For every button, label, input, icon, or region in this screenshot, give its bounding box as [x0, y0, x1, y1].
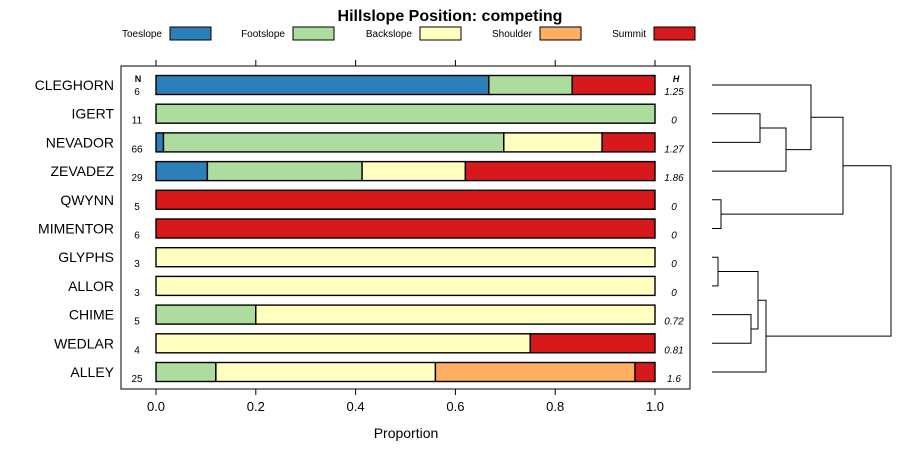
bar-segment-alley-backslope: [215, 361, 437, 383]
dendro-link-ab: [721, 116, 844, 215]
bar-segment-nevador-backslope: [503, 132, 603, 153]
bar-segment-alley-summit: [634, 361, 656, 383]
bar-segment-zevadez-backslope: [361, 160, 467, 182]
h-column-header: H: [673, 74, 680, 84]
bar-segment-zevadez-footslope: [206, 160, 363, 182]
dendro-link-c3: [718, 271, 759, 330]
n-value-allor: 3: [134, 288, 140, 299]
n-value-cleghorn: 6: [134, 87, 140, 98]
n-value-igert: 11: [132, 116, 143, 127]
h-value-mimentor: 0: [671, 231, 677, 242]
bar-segment-chime-backslope: [255, 304, 656, 325]
row-label-alley: ALLEY: [70, 364, 114, 380]
bar-segment-nevador-footslope: [162, 132, 505, 153]
bar-segment-alley-footslope: [155, 361, 217, 383]
n-value-glyphs: 3: [134, 259, 140, 270]
bar-segment-alley-shoulder: [434, 361, 636, 383]
bar-segment-cleghorn-summit: [571, 74, 656, 96]
h-value-wedlar: 0.81: [664, 345, 683, 356]
bar-segment-wedlar-backslope: [155, 333, 531, 354]
legend-swatch-footslope: [292, 26, 335, 41]
bar-segment-nevador-summit: [601, 132, 656, 153]
dendrogram: [712, 84, 892, 373]
h-value-zevadez: 1.86: [664, 173, 684, 184]
legend: Toeslope Footslope Backslope Shoulder Summit: [122, 26, 696, 41]
dendro-link-glyphs-allor: [712, 256, 719, 287]
row-label-allor: ALLOR: [68, 278, 114, 294]
plot-frame: [120, 65, 691, 390]
h-value-qwynn: 0: [671, 202, 677, 213]
n-column-header: N: [135, 74, 142, 84]
legend-label-backslope: Backslope: [366, 29, 413, 40]
legend-label-shoulder: Shoulder: [492, 29, 533, 40]
legend-swatch-backslope: [419, 26, 462, 41]
legend-label-toeslope: Toeslope: [122, 29, 162, 40]
dendro-link-zevadez: [712, 127, 787, 172]
row-label-cleghorn: CLEGHORN: [35, 77, 114, 93]
n-value-zevadez: 29: [131, 173, 143, 184]
dendro-link-qwynn-mimentor: [712, 199, 722, 229]
dendro-link-root: [766, 165, 892, 337]
x-tick-label-1: 0.2: [247, 399, 265, 414]
h-value-glyphs: 0: [671, 259, 677, 270]
chart-title: Hillslope Position: competing: [338, 8, 563, 25]
n-value-chime: 5: [134, 317, 140, 328]
bar-segment-igert-footslope: [155, 103, 656, 124]
bar-segment-chime-footslope: [155, 304, 257, 325]
x-axis-title: Proportion: [374, 425, 439, 441]
row-label-chime: CHIME: [69, 307, 114, 323]
bar-segment-zevadez-summit: [464, 160, 656, 182]
h-value-allor: 0: [671, 288, 677, 299]
n-value-mimentor: 6: [134, 231, 140, 242]
x-tick-label-4: 0.8: [546, 399, 564, 414]
n-value-alley: 25: [131, 374, 143, 385]
row-label-zevadez: ZEVADEZ: [50, 163, 114, 179]
bar-segment-wedlar-summit: [529, 333, 656, 354]
bar-segment-qwynn-summit: [155, 189, 656, 211]
h-value-chime: 0.72: [664, 317, 684, 328]
row-label-mimentor: MIMENTOR: [38, 221, 114, 237]
bar-rows: CLEGHORN 6 1.25 IGERT 11 0 NEVADOR 66 1.27 ZEVADE…: [35, 74, 684, 385]
h-value-igert: 0: [671, 116, 677, 127]
bar-segment-cleghorn-footslope: [488, 74, 573, 96]
dendro-link-chime-wedlar: [712, 314, 752, 344]
legend-swatch-toeslope: [169, 26, 212, 41]
bar-segment-cleghorn-toeslope: [155, 74, 490, 96]
row-label-qwynn: QWYNN: [60, 192, 114, 208]
bar-segment-mimentor-summit: [155, 218, 656, 239]
legend-swatch-shoulder: [539, 26, 582, 41]
legend-label-footslope: Footslope: [241, 29, 285, 40]
x-tick-label-5: 1.0: [646, 399, 664, 414]
row-label-wedlar: WEDLAR: [54, 335, 114, 351]
dendro-link-cleghorn: [712, 84, 812, 151]
n-value-wedlar: 4: [134, 345, 140, 356]
x-tick-label-0: 0.0: [147, 399, 165, 414]
row-label-nevador: NEVADOR: [46, 134, 114, 150]
legend-label-summit: Summit: [612, 29, 646, 40]
h-value-nevador: 1.27: [664, 144, 684, 155]
x-axis: 0.0 0.2 0.4 0.6 0.8 1.0: [147, 60, 664, 414]
n-value-qwynn: 5: [134, 202, 140, 213]
h-value-cleghorn: 1.25: [664, 87, 684, 98]
x-tick-label-2: 0.4: [347, 399, 365, 414]
bar-segment-zevadez-toeslope: [155, 160, 209, 182]
row-label-glyphs: GLYPHS: [58, 249, 114, 265]
bar-segment-glyphs-backslope: [155, 246, 656, 268]
h-value-alley: 1.6: [667, 374, 681, 385]
bar-segment-allor-backslope: [155, 275, 656, 297]
legend-swatch-summit: [653, 26, 696, 41]
n-value-nevador: 66: [131, 144, 143, 155]
dendro-link-igert-nevador: [712, 113, 761, 143]
row-label-igert: IGERT: [71, 106, 114, 122]
bar-segment-nevador-toeslope: [155, 132, 165, 153]
x-tick-label-3: 0.6: [446, 399, 464, 414]
